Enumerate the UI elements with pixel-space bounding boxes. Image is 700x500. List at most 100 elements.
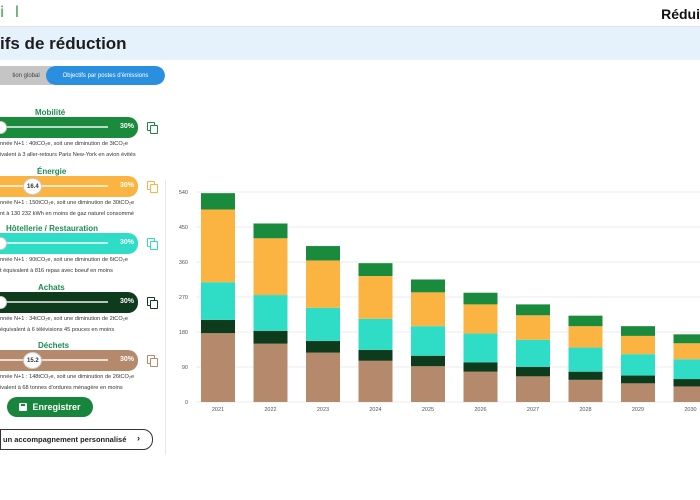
- slider-track[interactable]: [0, 185, 108, 187]
- copy-icon[interactable]: [147, 181, 158, 193]
- y-tick-label: 540: [179, 190, 188, 196]
- bar-segment[interactable]: [358, 318, 393, 350]
- bar-segment[interactable]: [516, 315, 550, 340]
- bar-segment[interactable]: [201, 282, 235, 320]
- bar-segment[interactable]: [306, 307, 340, 341]
- bar-segment[interactable]: [253, 238, 288, 296]
- category-slider[interactable]: 30%: [0, 117, 138, 138]
- y-tick-label: 90: [182, 365, 188, 371]
- bar-segment[interactable]: [621, 326, 655, 336]
- bar-segment[interactable]: [201, 209, 235, 283]
- category-target-text: nnée N+1 : 148tCO₂e, soit une diminution…: [0, 374, 135, 380]
- bar-segment[interactable]: [568, 379, 603, 402]
- bar-segment[interactable]: [253, 223, 288, 239]
- category-equivalent-text: t équivalent à 816 repas avec boeuf en m…: [0, 268, 113, 274]
- bar-segment[interactable]: [201, 333, 235, 402]
- top-bar: i l Rédui: [0, 0, 700, 27]
- bar-segment[interactable]: [358, 263, 393, 276]
- slider-track[interactable]: [0, 301, 108, 303]
- bar-segment[interactable]: [463, 371, 498, 402]
- accompagnement-button[interactable]: un accompagnement personnalisé ›: [0, 429, 153, 450]
- bar-segment[interactable]: [621, 383, 655, 402]
- bar-segment[interactable]: [358, 349, 393, 361]
- bar-segment[interactable]: [358, 276, 393, 319]
- bar-segment[interactable]: [306, 246, 340, 261]
- bar-segment[interactable]: [673, 334, 700, 344]
- slider-knob[interactable]: [0, 121, 7, 134]
- bar-segment[interactable]: [673, 359, 700, 380]
- chart-x-ticks: 2021 2022 2023 2024 2025 2026 2027 2028 2029 2030: [212, 407, 697, 413]
- category-slider[interactable]: 16.4 30%: [0, 176, 138, 197]
- category-slider[interactable]: 30%: [0, 292, 138, 313]
- bar-segment[interactable]: [201, 319, 235, 334]
- bar-segment[interactable]: [463, 304, 498, 334]
- bar-segment[interactable]: [621, 335, 655, 355]
- category-target-text: nnée N+1 : 90tCO₂e, soit une diminution …: [0, 257, 128, 263]
- bar-segment[interactable]: [621, 375, 655, 384]
- copy-icon[interactable]: [147, 122, 158, 134]
- bar-segment[interactable]: [673, 343, 700, 360]
- bar-segment[interactable]: [568, 326, 603, 348]
- category-target-text: nnée N+1 : 34tCO₂e, soit une diminution …: [0, 316, 128, 322]
- slider-knob[interactable]: 15.2: [23, 352, 43, 369]
- x-tick-label: 2021: [212, 407, 224, 413]
- x-tick-label: 2026: [474, 407, 486, 413]
- slider-knob[interactable]: [0, 237, 7, 250]
- bar-segment[interactable]: [516, 367, 550, 377]
- bar-segment[interactable]: [411, 366, 445, 402]
- save-button[interactable]: Enregistrer: [7, 397, 93, 417]
- slider-track[interactable]: [0, 359, 108, 361]
- accompagnement-label: un accompagnement personnalisé: [3, 435, 127, 444]
- bar-segment[interactable]: [358, 360, 393, 402]
- slider-track[interactable]: [0, 126, 108, 128]
- slider-percent: 30%: [119, 123, 134, 130]
- bar-segment[interactable]: [463, 362, 498, 372]
- bar-segment[interactable]: [306, 352, 340, 402]
- slider-knob[interactable]: [0, 296, 7, 309]
- bar-segment[interactable]: [673, 386, 700, 402]
- tab-objectif-global[interactable]: tion global: [0, 66, 52, 85]
- save-icon: [19, 403, 28, 411]
- app-logo[interactable]: i l: [0, 3, 23, 21]
- bar-segment[interactable]: [411, 326, 445, 356]
- bar-segment[interactable]: [463, 292, 498, 305]
- bar-segment[interactable]: [201, 193, 235, 210]
- chevron-right-icon: ›: [137, 433, 140, 443]
- x-tick-label: 2022: [264, 407, 276, 413]
- copy-icon[interactable]: [147, 355, 158, 367]
- chart-bars: [201, 193, 700, 402]
- tab-objectifs-par-postes[interactable]: Objectifs par postes d'émissions: [46, 66, 165, 85]
- slider-percent: 30%: [119, 298, 134, 305]
- bar-segment[interactable]: [621, 354, 655, 376]
- category-equivalent-text: ivalent à 3 aller-retours Paris New-York…: [0, 152, 136, 158]
- bar-segment[interactable]: [411, 279, 445, 293]
- bar-segment[interactable]: [568, 315, 603, 327]
- bar-segment[interactable]: [516, 339, 550, 367]
- bar-segment[interactable]: [253, 330, 288, 344]
- header-right-title: Rédui: [661, 6, 700, 22]
- bar-segment[interactable]: [411, 292, 445, 327]
- slider-track[interactable]: [0, 242, 108, 244]
- y-tick-label: 360: [179, 260, 188, 266]
- category-title: Hôtellerie / Restauration: [6, 224, 99, 233]
- category-slider[interactable]: 15.2 30%: [0, 350, 138, 371]
- bar-segment[interactable]: [411, 355, 445, 367]
- slider-knob[interactable]: 16.4: [23, 178, 43, 195]
- bar-segment[interactable]: [253, 295, 288, 331]
- bar-segment[interactable]: [463, 333, 498, 363]
- bar-segment[interactable]: [253, 343, 288, 402]
- bar-segment[interactable]: [306, 340, 340, 353]
- category-equivalent-text: nt à 130 232 kWh en moins de gaz naturel…: [0, 211, 135, 217]
- chart-y-ticks: 0 90 180 270 360 450 540: [179, 190, 188, 406]
- bar-segment[interactable]: [516, 376, 550, 402]
- bar-segment[interactable]: [568, 347, 603, 372]
- category-slider[interactable]: 30%: [0, 233, 138, 254]
- slider-percent: 30%: [119, 239, 134, 246]
- bar-segment[interactable]: [516, 304, 550, 316]
- bar-segment[interactable]: [673, 379, 700, 387]
- bar-segment[interactable]: [306, 260, 340, 308]
- x-tick-label: 2029: [632, 407, 644, 413]
- bar-segment[interactable]: [568, 371, 603, 380]
- copy-icon[interactable]: [147, 297, 158, 309]
- copy-icon[interactable]: [147, 238, 158, 250]
